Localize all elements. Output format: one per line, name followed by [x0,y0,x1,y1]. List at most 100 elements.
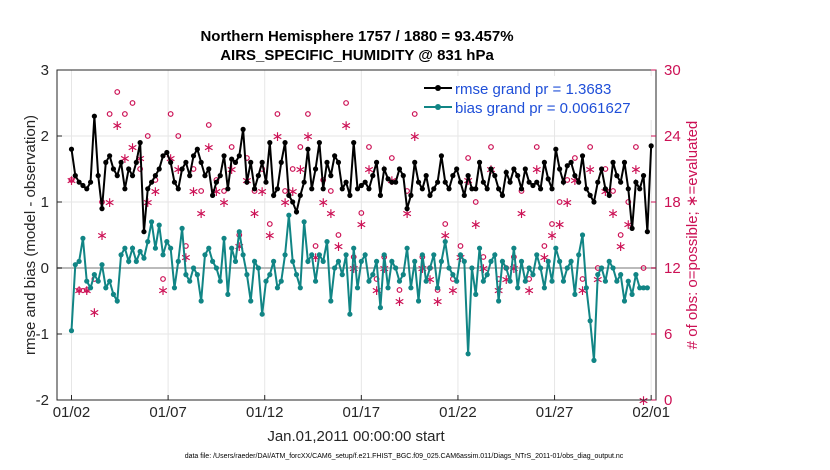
rmse-point [637,186,643,192]
rmse-point [267,140,273,146]
rmse-point [110,166,117,172]
rmse-point [553,146,559,152]
obs-evaluated-marker: ∗ [325,206,337,222]
rmse-point [526,179,532,185]
obs-evaluated-marker: ∗ [272,129,284,145]
rmse-point [309,186,315,192]
bias-point [412,258,418,264]
rmse-point [122,186,128,192]
obs-possible-marker [198,188,205,194]
rmse-point [419,186,425,192]
bias-point [446,265,452,271]
obs-evaluated-marker: ∗ [470,217,482,233]
rmse-point [614,173,620,179]
bias-point [465,351,471,357]
bias-point [168,245,174,251]
obs-possible-marker [221,188,227,194]
rmse-point [339,186,345,192]
rmse-point [114,173,120,179]
bias-point [633,272,639,278]
rmse-point [438,153,445,159]
legend: rmse grand pr = 1.3683 bias grand pr = 0… [418,76,654,120]
obs-evaluated-marker: ∗ [622,217,634,233]
obs-possible-marker [274,111,281,117]
rmse-point [503,169,509,175]
obs-evaluated-marker: ∗ [638,393,650,409]
bias-point [598,265,605,271]
bias-point [496,298,502,304]
bias-point [526,265,532,271]
bias-point [625,278,631,284]
rmse-point [435,179,441,185]
rmse-point [396,166,403,172]
obs-evaluated-marker: ∗ [607,206,619,222]
rmse-point [633,179,639,185]
obs-possible-marker [68,177,75,183]
rmse-point [213,179,220,185]
obs-evaluated-marker: ∗ [294,162,306,178]
obs-evaluated-marker: ∗ [119,151,131,167]
bias-point [408,285,414,291]
bias-point [240,252,246,258]
bias-point [576,252,582,258]
bias-point [644,285,650,291]
rmse-point [251,186,258,192]
bias-point [244,272,250,278]
bias-point [133,258,139,264]
obs-possible-marker [266,221,273,227]
rmse-point [461,192,467,198]
obs-possible-marker [465,155,472,161]
bias-point [129,245,136,251]
bias-point [579,232,586,238]
bias-point [126,258,132,264]
bias-point [332,265,338,271]
bias-point [610,265,616,271]
obs-possible-marker [640,265,647,271]
obs-evaluated-marker: ∗ [195,206,207,222]
rmse-point [381,166,387,172]
bias-point [202,252,208,258]
rmse-point [202,173,208,179]
bias-point [190,265,197,271]
obs-evaluated-marker: ∗ [249,206,261,222]
bias-point [316,252,322,258]
bias-point [396,278,403,284]
rmse-point [476,159,483,165]
bias-point [293,272,300,278]
rmse-point [351,140,357,146]
bias-point [389,258,395,264]
bias-point [225,291,231,297]
obs-possible-marker [137,166,144,172]
rmse-point [145,186,151,192]
bias-point [145,239,151,245]
x-tick-label: 01/02 [53,404,91,421]
bias-point [511,245,517,251]
bias-point [328,298,334,304]
bias-point [518,258,525,264]
x-tick-label: 01/17 [343,404,381,421]
obs-evaluated-marker: ∗ [600,184,612,200]
rmse-point [221,153,227,159]
bias-point [400,272,406,278]
plot-frame [56,69,657,401]
y2-axis-label: # of obs: o=possible; ∗=evaluated [684,121,701,350]
obs-evaluated-marker: ∗ [516,206,528,222]
bias-point [286,212,292,218]
bias-point [251,258,258,264]
rmse-point [541,159,547,165]
rmse-point [507,179,513,185]
obs-evaluated-marker: ∗ [333,239,345,255]
obs-evaluated-marker: ∗ [226,162,238,178]
obs-possible-marker [129,100,136,106]
rmse-point [564,163,570,169]
rmse-point [168,159,174,165]
rmse-point [160,153,166,159]
bias-point [87,285,94,291]
bias-point [614,278,620,284]
obs-evaluated-marker: ∗ [211,184,223,200]
obs-possible-marker [472,199,479,205]
obs-evaluated-marker: ∗ [508,261,520,277]
rmse-point [118,159,124,165]
obs-evaluated-marker: ∗ [302,129,314,145]
bias-point [419,252,425,258]
